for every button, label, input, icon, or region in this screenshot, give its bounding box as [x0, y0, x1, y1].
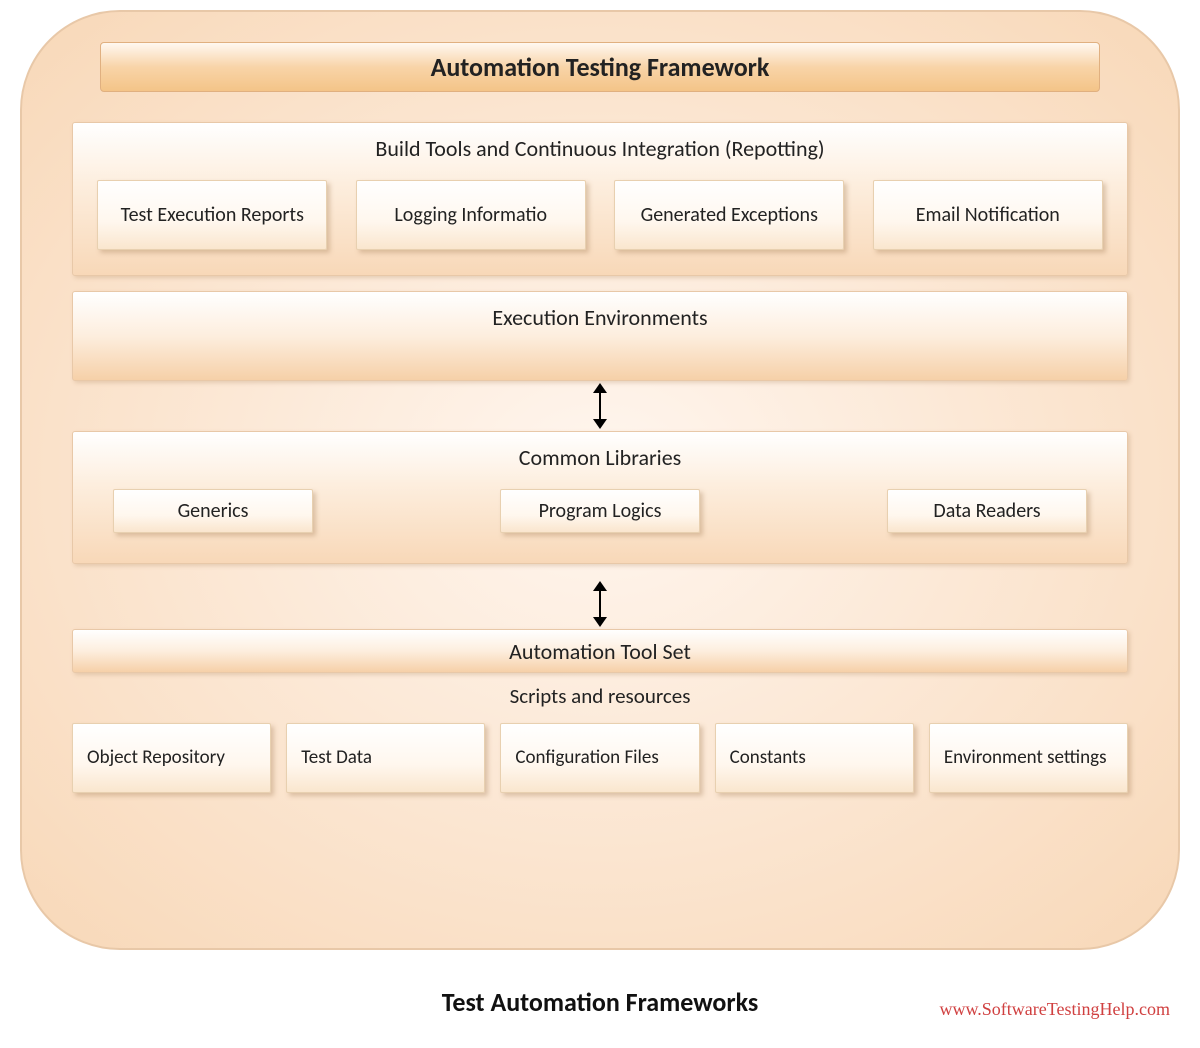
- box-environment-settings: Environment settings: [929, 723, 1128, 793]
- main-title-text: Automation Testing Framework: [431, 51, 770, 83]
- automation-toolset-bar: Automation Tool Set: [72, 629, 1128, 673]
- execution-environments-label: Execution Environments: [492, 304, 707, 331]
- execution-environments-bar: Execution Environments: [72, 291, 1128, 381]
- main-title-bar: Automation Testing Framework: [100, 42, 1100, 92]
- arrow-libs-to-toolset: [62, 579, 1138, 629]
- box-test-execution-reports: Test Execution Reports: [97, 180, 327, 250]
- box-email-notification: Email Notification: [873, 180, 1103, 250]
- box-generics: Generics: [113, 489, 313, 533]
- scripts-resources-title: Scripts and resources: [72, 683, 1128, 709]
- watermark-text: www.SoftwareTestingHelp.com: [939, 999, 1170, 1020]
- box-object-repository: Object Repository: [72, 723, 271, 793]
- build-tools-title: Build Tools and Continuous Integration (…: [93, 135, 1107, 162]
- bottom-group: Automation Tool Set Scripts and resource…: [72, 629, 1128, 793]
- build-tools-section: Build Tools and Continuous Integration (…: [72, 122, 1128, 276]
- common-libraries-title: Common Libraries: [93, 444, 1107, 471]
- double-arrow-icon: [599, 391, 601, 421]
- box-constants: Constants: [715, 723, 914, 793]
- box-program-logics: Program Logics: [500, 489, 700, 533]
- double-arrow-icon: [599, 589, 601, 619]
- box-logging-information: Logging Informatio: [356, 180, 586, 250]
- build-tools-row: Test Execution Reports Logging Informati…: [93, 180, 1107, 250]
- common-libraries-section: Common Libraries Generics Program Logics…: [72, 431, 1128, 564]
- box-configuration-files: Configuration Files: [500, 723, 699, 793]
- common-libraries-row: Generics Program Logics Data Readers: [93, 489, 1107, 533]
- box-generated-exceptions: Generated Exceptions: [614, 180, 844, 250]
- automation-toolset-label: Automation Tool Set: [509, 638, 691, 665]
- box-data-readers: Data Readers: [887, 489, 1087, 533]
- box-test-data: Test Data: [286, 723, 485, 793]
- arrow-exec-to-libs: [62, 381, 1138, 431]
- scripts-resources-row: Object Repository Test Data Configuratio…: [72, 723, 1128, 793]
- diagram-container: Automation Testing Framework Build Tools…: [20, 10, 1180, 950]
